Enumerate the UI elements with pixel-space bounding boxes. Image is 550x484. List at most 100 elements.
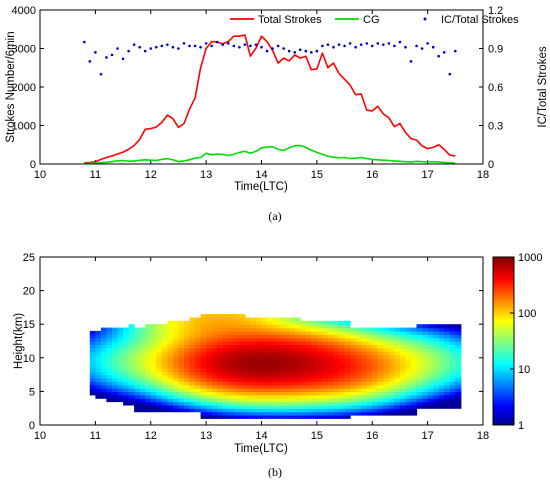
heatmap-cell: [361, 404, 368, 409]
heatmap-cell: [222, 351, 229, 356]
heatmap-cell: [139, 408, 146, 413]
heatmap-cell: [123, 337, 130, 342]
chart-a-y2tick-label: 0.9: [488, 44, 503, 56]
heatmap-cell: [305, 344, 312, 349]
heatmap-cell: [294, 414, 301, 419]
series-point-ic-ratio: [265, 49, 269, 53]
heatmap-cell: [394, 327, 401, 332]
heatmap-cell: [311, 371, 318, 376]
heatmap-cell: [184, 398, 191, 403]
heatmap-cell: [195, 398, 202, 403]
heatmap-cell: [89, 341, 96, 345]
heatmap-cell: [200, 388, 207, 392]
heatmap-cell: [211, 361, 218, 366]
heatmap-cell: [167, 394, 174, 399]
heatmap-cell: [139, 374, 146, 379]
series-point-ic-ratio: [121, 57, 125, 61]
heatmap-cell: [161, 384, 168, 389]
heatmap-cell: [228, 367, 235, 372]
heatmap-cell: [106, 330, 113, 335]
heatmap-cell: [438, 398, 445, 403]
heatmap-cell: [200, 337, 207, 342]
chart-a-y2tick-label: 1.2: [488, 5, 503, 17]
heatmap-cell: [399, 334, 406, 339]
heatmap-cell: [427, 344, 434, 349]
heatmap-cell: [333, 411, 340, 416]
heatmap-cell: [422, 388, 429, 392]
heatmap-cell: [289, 324, 296, 329]
heatmap-cell: [411, 384, 418, 389]
heatmap-cell: [399, 391, 406, 396]
heatmap-cell: [261, 341, 268, 345]
heatmap-cell: [217, 314, 224, 319]
heatmap-cell: [222, 414, 229, 419]
heatmap-cell: [200, 367, 207, 372]
heatmap-cell: [189, 330, 196, 335]
heatmap-cell: [339, 344, 346, 349]
heatmap-cell: [278, 357, 285, 362]
heatmap-cell: [195, 388, 202, 392]
heatmap-cell: [233, 334, 240, 339]
heatmap-cell: [322, 391, 329, 396]
colorbar-tick-label: 1000: [518, 252, 542, 264]
heatmap-cell: [394, 361, 401, 366]
heatmap-cell: [161, 341, 168, 345]
heatmap-cell: [405, 378, 412, 382]
heatmap-cell: [272, 341, 279, 345]
heatmap-cell: [322, 357, 329, 362]
heatmap-cell: [333, 378, 340, 382]
heatmap-cell: [100, 394, 107, 399]
heatmap-cell: [256, 357, 263, 362]
heatmap-cell: [228, 341, 235, 345]
heatmap-cell: [350, 330, 357, 335]
heatmap-cell: [394, 351, 401, 356]
heatmap-cell: [316, 320, 323, 325]
heatmap-cell: [95, 330, 102, 335]
heatmap-cell: [117, 391, 124, 396]
heatmap-cell: [217, 401, 224, 406]
heatmap-cell: [189, 408, 196, 413]
heatmap-cell: [178, 344, 185, 349]
heatmap-cell: [355, 371, 362, 376]
heatmap-cell: [322, 327, 329, 332]
series-point-ic-ratio: [431, 45, 435, 49]
heatmap-cell: [134, 361, 141, 366]
heatmap-cell: [327, 378, 334, 382]
heatmap-cell: [211, 398, 218, 403]
heatmap-cell: [272, 411, 279, 416]
heatmap-cell: [178, 381, 185, 386]
heatmap-cell: [256, 401, 263, 406]
heatmap-cell: [289, 337, 296, 342]
heatmap-cell: [156, 384, 163, 389]
heatmap-cell: [444, 404, 451, 409]
heatmap-cell: [339, 341, 346, 345]
heatmap-cell: [300, 330, 307, 335]
heatmap-cell: [150, 327, 157, 332]
heatmap-cell: [305, 374, 312, 379]
heatmap-cell: [278, 361, 285, 366]
heatmap-cell: [449, 404, 456, 409]
heatmap-cell: [399, 364, 406, 369]
heatmap-cell: [250, 324, 257, 329]
heatmap-cell: [366, 367, 373, 372]
heatmap-cell: [300, 351, 307, 356]
heatmap-cell: [449, 357, 456, 362]
heatmap-cell: [411, 404, 418, 409]
heatmap-cell: [128, 347, 135, 352]
heatmap-cell: [438, 334, 445, 339]
heatmap-cell: [211, 330, 218, 335]
heatmap-cell: [316, 371, 323, 376]
heatmap-cell: [300, 394, 307, 399]
heatmap-cell: [366, 357, 373, 362]
heatmap-cell: [405, 337, 412, 342]
heatmap-cell: [427, 364, 434, 369]
heatmap-cell: [339, 378, 346, 382]
heatmap-cell: [372, 357, 379, 362]
heatmap-cell: [372, 327, 379, 332]
heatmap-cell: [283, 371, 290, 376]
heatmap-cell: [411, 378, 418, 382]
heatmap-cell: [327, 388, 334, 392]
heatmap-cell: [327, 384, 334, 389]
heatmap-cell: [195, 351, 202, 356]
heatmap-cell: [134, 404, 141, 409]
